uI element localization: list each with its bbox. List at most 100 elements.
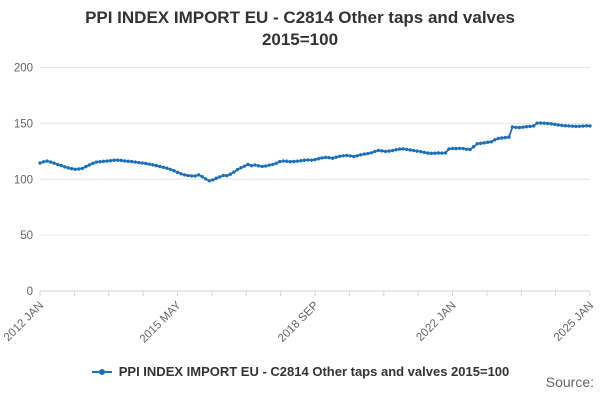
series-point — [355, 154, 360, 158]
series-point — [521, 125, 525, 129]
series-point — [73, 167, 77, 171]
series-point — [260, 164, 264, 169]
series-point — [292, 159, 296, 164]
y-tick-label: 0 — [27, 286, 33, 298]
legend[interactable]: PPI INDEX IMPORT EU - C2814 Other taps a… — [0, 364, 600, 379]
series-point — [218, 175, 222, 179]
series-point — [390, 148, 395, 153]
series-point — [126, 159, 130, 163]
series-point — [486, 140, 490, 144]
series-point — [570, 124, 575, 128]
series-point — [397, 147, 402, 151]
series-point — [133, 160, 137, 164]
series-point — [263, 164, 268, 168]
series-point — [253, 163, 257, 167]
series-point — [436, 151, 441, 155]
series-point — [588, 124, 592, 128]
series-point — [514, 125, 518, 130]
series-point — [91, 161, 95, 165]
series-point — [496, 136, 501, 141]
chart-title-line1: PPI INDEX IMPORT EU - C2814 Other taps a… — [85, 8, 515, 27]
series-point — [464, 147, 469, 151]
series-point — [535, 121, 539, 125]
series-line — [39, 122, 591, 182]
series-point — [574, 124, 578, 129]
series-point — [422, 150, 426, 155]
series-point — [140, 161, 144, 165]
series-point — [309, 158, 314, 162]
series-point — [429, 151, 434, 156]
series-point — [70, 167, 74, 171]
series-point — [394, 148, 398, 152]
series-point — [545, 121, 550, 126]
series-point — [489, 140, 493, 144]
legend-line-marker-icon — [91, 366, 113, 378]
series-point — [352, 154, 356, 159]
series-point — [228, 172, 233, 176]
series-point — [77, 167, 81, 171]
series-point — [242, 164, 247, 168]
series-point — [94, 160, 99, 164]
series-point — [38, 161, 42, 165]
series-point — [376, 148, 381, 153]
series-point — [412, 148, 416, 153]
series-point — [175, 170, 180, 175]
series-point — [510, 125, 515, 129]
series-point — [193, 174, 197, 178]
series-point — [295, 159, 300, 163]
series-point — [479, 141, 483, 146]
series-point — [341, 154, 345, 158]
series-point — [330, 156, 335, 160]
series-point — [122, 159, 127, 163]
series-point — [517, 125, 522, 130]
series-point — [232, 170, 236, 174]
series-point — [471, 145, 476, 149]
chart-title: PPI INDEX IMPORT EU - C2814 Other taps a… — [0, 7, 600, 51]
x-tick-label: 2018 SEP — [276, 299, 321, 344]
series-point — [362, 152, 367, 156]
legend-label: PPI INDEX IMPORT EU - C2814 Other taps a… — [118, 364, 510, 379]
series-point — [168, 167, 173, 172]
series-point — [503, 135, 508, 140]
series-point — [66, 166, 70, 170]
series-point — [200, 174, 204, 179]
series-point — [461, 146, 465, 151]
series-point — [443, 151, 448, 155]
series-point — [186, 173, 190, 178]
series-point — [256, 164, 261, 168]
series-point — [560, 123, 564, 128]
series-point — [581, 124, 585, 128]
series-point — [556, 123, 560, 127]
series-point — [182, 173, 187, 177]
series-point — [306, 158, 310, 162]
series-point — [158, 164, 162, 169]
series-point — [179, 172, 183, 176]
x-tick-label: 2015 MAY — [138, 299, 184, 345]
series-point — [84, 165, 88, 169]
series-point — [553, 122, 557, 127]
series-point — [45, 159, 49, 163]
series-point — [345, 153, 349, 158]
chart-title-subtitle: 2015=100 — [261, 30, 339, 49]
y-tick-label: 50 — [20, 230, 33, 242]
series-point — [359, 153, 363, 157]
series-point — [563, 124, 568, 128]
series-point — [161, 165, 166, 169]
series-point — [204, 177, 208, 181]
series-point — [147, 162, 151, 166]
series-point — [316, 156, 321, 161]
series-point — [567, 124, 571, 128]
series-point — [500, 136, 504, 140]
series-point — [285, 159, 289, 163]
series-point — [433, 151, 437, 155]
series-point — [270, 162, 275, 167]
series-point — [302, 158, 307, 162]
series-point — [337, 154, 342, 159]
series-point — [249, 164, 254, 168]
series-point — [235, 167, 240, 172]
series-point — [327, 155, 331, 160]
series-point — [59, 163, 63, 168]
series-point — [528, 124, 532, 129]
series-point — [408, 148, 412, 152]
